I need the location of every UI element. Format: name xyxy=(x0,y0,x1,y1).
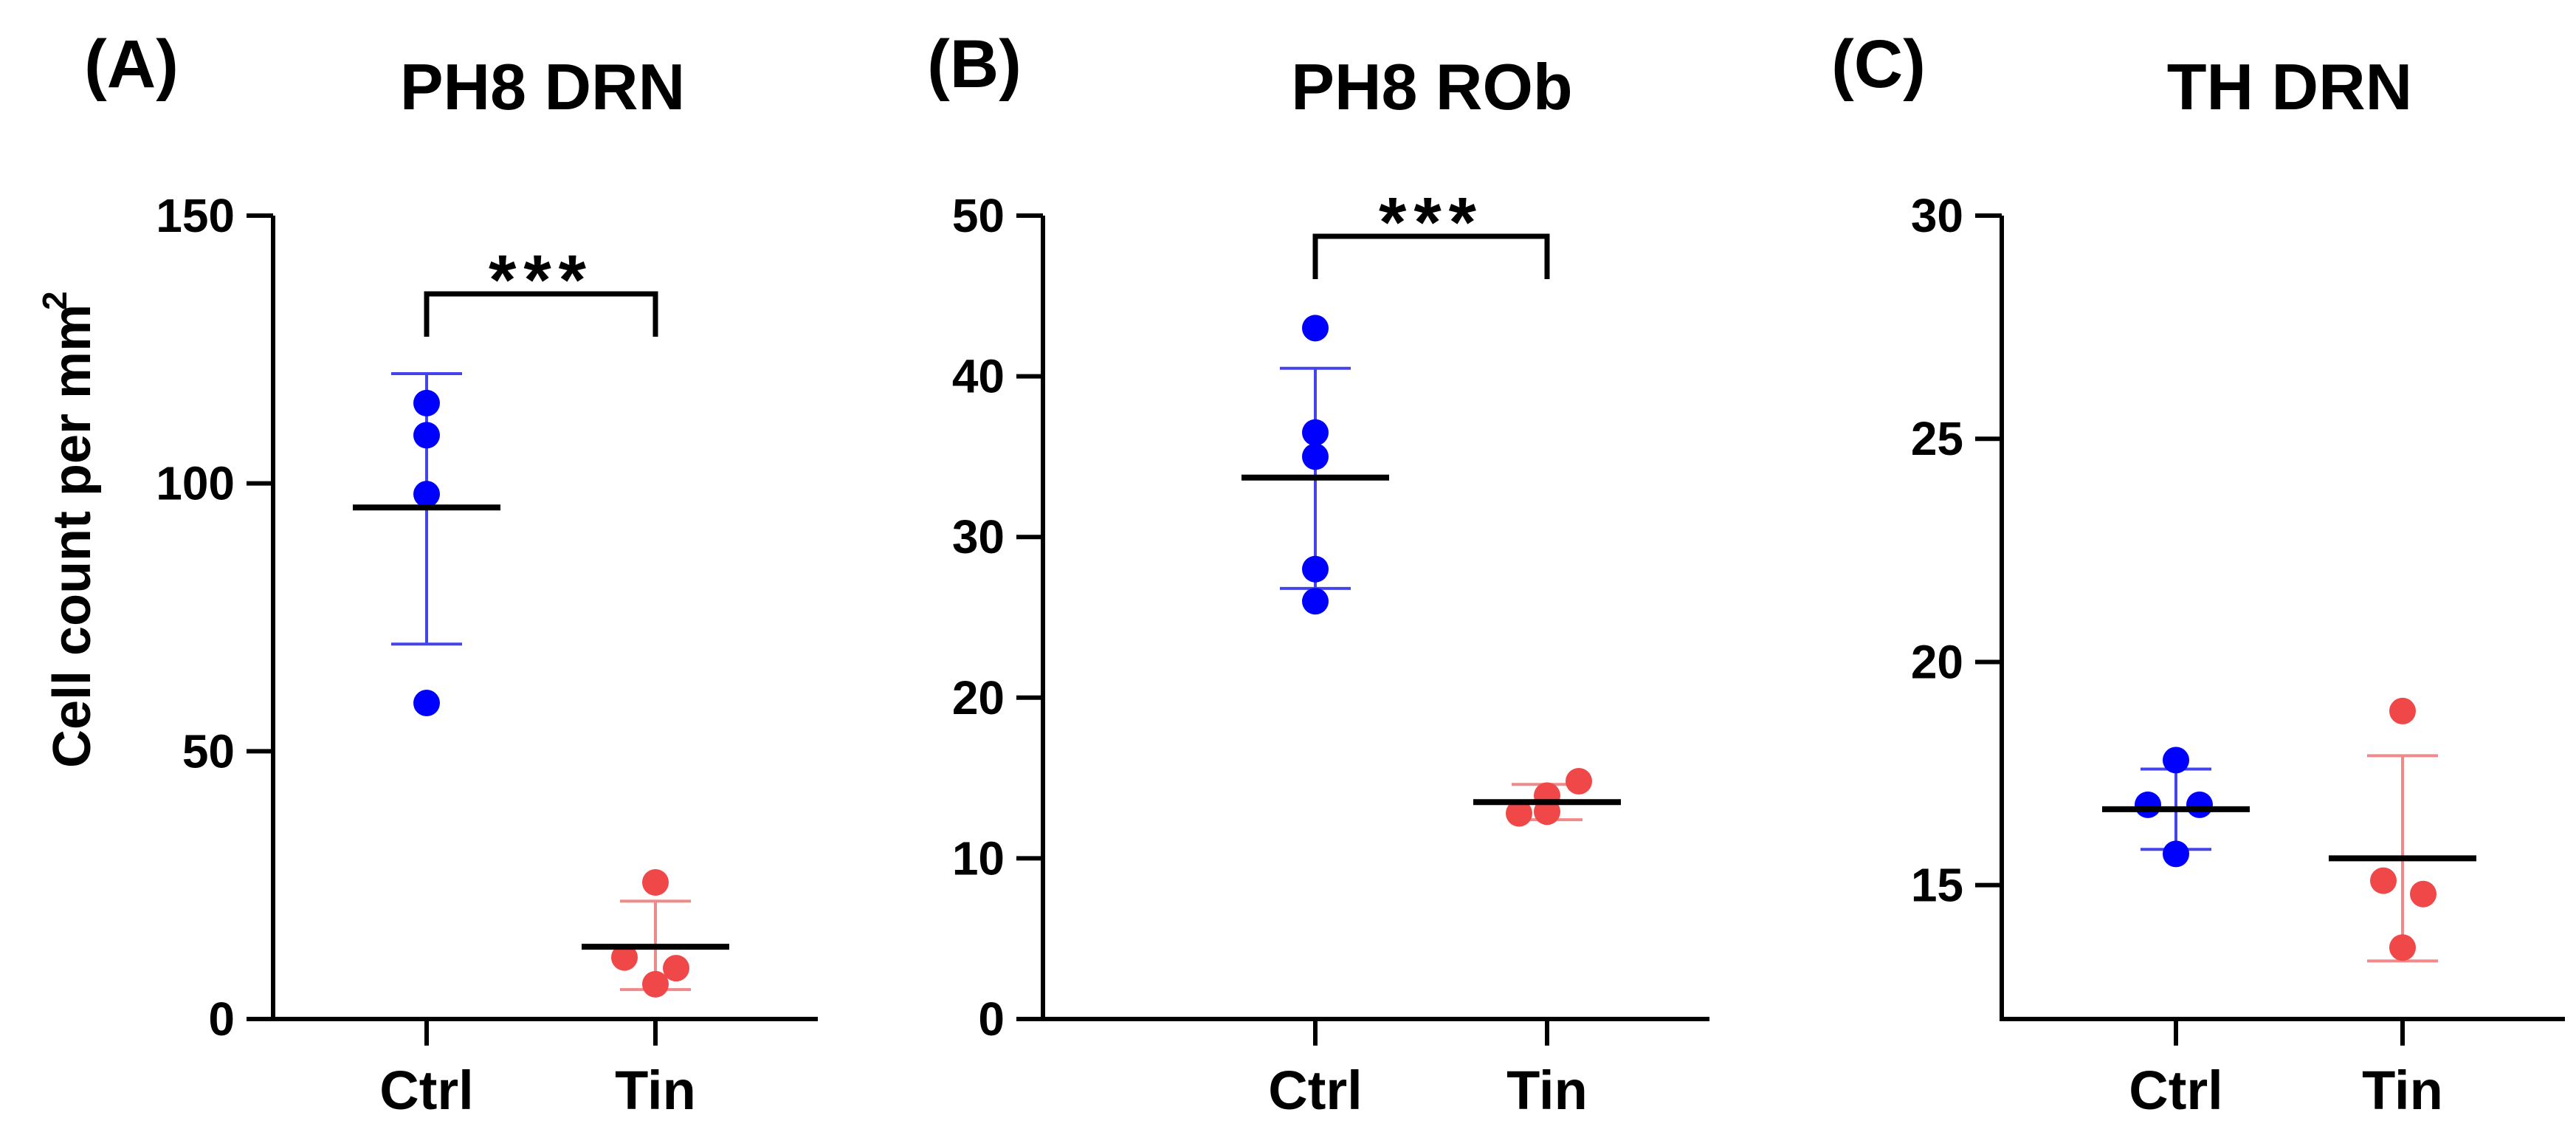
data-point-tin xyxy=(1534,798,1560,826)
y-tick-label: 50 xyxy=(182,724,235,778)
significance-label: *** xyxy=(1379,183,1484,262)
panel-label: (B) xyxy=(927,27,1022,102)
y-axis-label-superscript: 2 xyxy=(35,291,74,310)
data-point-ctrl xyxy=(2135,791,2161,818)
data-point-tin xyxy=(642,970,669,998)
data-point-ctrl xyxy=(1302,315,1329,342)
data-point-ctrl xyxy=(413,481,440,508)
data-point-tin xyxy=(1566,767,1592,795)
data-point-tin xyxy=(642,869,669,896)
data-point-ctrl xyxy=(2163,747,2189,774)
y-tick-label: 100 xyxy=(156,457,235,510)
data-point-ctrl xyxy=(1302,443,1329,470)
y-tick-label: 20 xyxy=(1911,635,1963,688)
data-point-tin xyxy=(611,944,638,971)
panel-2: (C) TH DRN 15 20 25 30 Ctrl Tin xyxy=(1831,27,2565,1121)
y-tick-label: 30 xyxy=(952,510,1005,563)
y-tick-label: 30 xyxy=(1911,189,1963,242)
significance-bracket xyxy=(1312,233,1550,279)
data-point-ctrl xyxy=(413,690,440,717)
y-axis-label: Cell count per mm xyxy=(43,304,102,768)
data-point-tin xyxy=(2389,697,2416,724)
x-tick-label: Tin xyxy=(615,1060,696,1121)
data-point-tin xyxy=(2410,880,2436,908)
y-tick-label: 25 xyxy=(1911,412,1963,465)
data-point-ctrl xyxy=(413,422,440,449)
data-point-ctrl xyxy=(1302,588,1329,615)
y-tick-label: 50 xyxy=(952,189,1005,242)
data-point-tin xyxy=(663,955,689,982)
panel-0: (A) PH8 DRN 0 50 100 150 Ctrl Tin *** xyxy=(84,27,818,1121)
panel-label: (A) xyxy=(84,27,179,102)
y-tick-label: 15 xyxy=(1911,859,1963,912)
y-tick-label: 0 xyxy=(208,992,235,1046)
x-tick-label: Ctrl xyxy=(379,1060,473,1121)
data-point-ctrl xyxy=(2163,840,2189,868)
y-tick-label: 0 xyxy=(978,992,1005,1046)
y-tick-label: 10 xyxy=(952,831,1005,885)
data-point-tin xyxy=(1506,800,1532,827)
y-tick-label: 20 xyxy=(952,671,1005,724)
panel-title: TH DRN xyxy=(2167,50,2412,123)
x-tick-label: Ctrl xyxy=(2129,1060,2222,1121)
significance-label: *** xyxy=(489,241,593,320)
data-point-ctrl xyxy=(1302,555,1329,583)
data-point-tin xyxy=(2370,867,2397,894)
panel-1: (B) PH8 ROb 0 10 20 30 40 50 Ctrl Tin *** xyxy=(927,27,1709,1121)
panel-label: (C) xyxy=(1831,27,1926,102)
data-point-ctrl xyxy=(2186,791,2213,818)
panel-title: PH8 DRN xyxy=(400,50,685,123)
y-tick-label: 150 xyxy=(156,189,235,242)
x-tick-label: Tin xyxy=(1506,1060,1588,1121)
x-tick-label: Ctrl xyxy=(1268,1060,1362,1121)
data-point-tin xyxy=(2389,934,2416,961)
data-point-ctrl xyxy=(413,389,440,416)
y-tick-label: 40 xyxy=(952,350,1005,403)
data-point-ctrl xyxy=(1302,419,1329,446)
significance-bracket xyxy=(424,291,658,337)
x-tick-label: Tin xyxy=(2362,1060,2443,1121)
panel-title: PH8 ROb xyxy=(1291,50,1572,123)
